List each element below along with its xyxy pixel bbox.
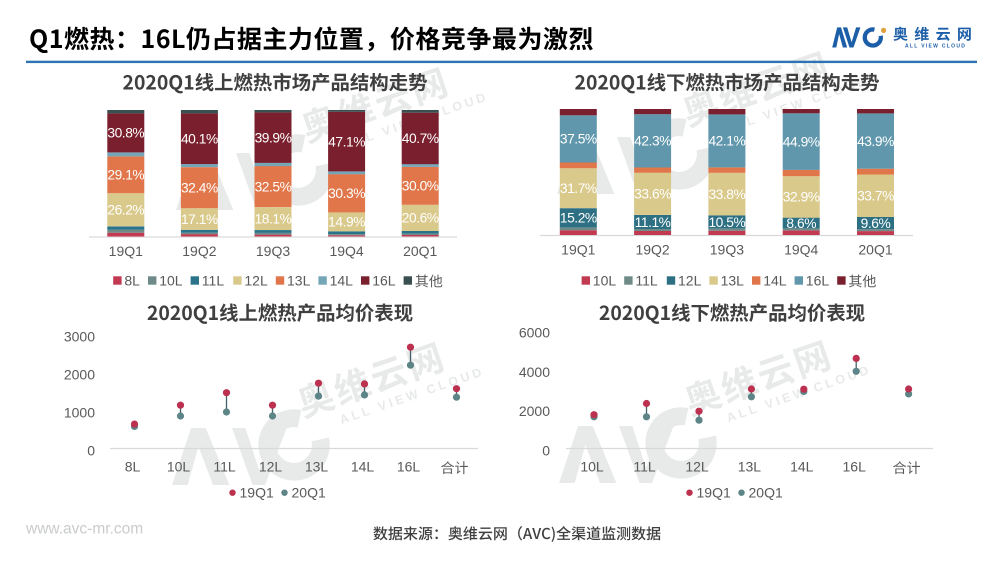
- svg-text:1000: 1000: [64, 404, 95, 420]
- svg-text:11L: 11L: [635, 272, 658, 288]
- svg-text:11L: 11L: [202, 272, 225, 288]
- svg-text:18.1%: 18.1%: [255, 211, 292, 226]
- svg-text:20Q1: 20Q1: [403, 243, 437, 259]
- svg-text:14L: 14L: [330, 272, 354, 288]
- svg-text:19Q4: 19Q4: [784, 242, 818, 258]
- svg-text:ALL VIEW CLOUD: ALL VIEW CLOUD: [905, 44, 966, 50]
- svg-text:33.6%: 33.6%: [634, 187, 671, 202]
- svg-text:8L: 8L: [124, 272, 140, 288]
- svg-text:13L: 13L: [305, 459, 329, 475]
- svg-text:2000: 2000: [519, 403, 550, 419]
- svg-text:11L: 11L: [213, 459, 236, 475]
- svg-text:8L: 8L: [125, 459, 141, 475]
- svg-text:16L: 16L: [806, 272, 830, 288]
- svg-text:11.1%: 11.1%: [635, 215, 671, 230]
- svg-text:16L: 16L: [843, 459, 867, 475]
- svg-text:31.7%: 31.7%: [560, 181, 597, 196]
- svg-text:10L: 10L: [159, 272, 183, 288]
- svg-text:13L: 13L: [721, 272, 745, 288]
- svg-text:37.5%: 37.5%: [560, 132, 597, 147]
- svg-text:6000: 6000: [519, 325, 550, 341]
- svg-text:14.9%: 14.9%: [328, 215, 365, 230]
- svg-text:14L: 14L: [351, 459, 375, 475]
- svg-text:43.9%: 43.9%: [857, 134, 894, 149]
- svg-text:2000: 2000: [64, 367, 95, 383]
- svg-text:19Q1: 19Q1: [697, 485, 731, 501]
- svg-text:11L: 11L: [633, 459, 656, 475]
- svg-text:0: 0: [87, 442, 95, 458]
- svg-text:14L: 14L: [790, 459, 814, 475]
- svg-text:19Q2: 19Q2: [182, 243, 216, 259]
- svg-text:19Q3: 19Q3: [256, 243, 290, 259]
- svg-text:29.1%: 29.1%: [107, 168, 144, 183]
- svg-text:14L: 14L: [763, 272, 787, 288]
- svg-text:44.9%: 44.9%: [783, 134, 820, 149]
- svg-text:26.2%: 26.2%: [107, 203, 144, 218]
- svg-text:10L: 10L: [593, 272, 617, 288]
- svg-text:32.5%: 32.5%: [255, 179, 292, 194]
- svg-text:20Q1: 20Q1: [858, 242, 892, 258]
- svg-text:www.avc-mr.com: www.avc-mr.com: [25, 521, 143, 538]
- svg-text:30.3%: 30.3%: [328, 186, 365, 201]
- svg-text:10L: 10L: [167, 459, 191, 475]
- svg-text:33.8%: 33.8%: [708, 187, 745, 202]
- svg-text:16L: 16L: [397, 459, 421, 475]
- svg-text:13L: 13L: [287, 272, 311, 288]
- svg-text:10.5%: 10.5%: [708, 215, 745, 230]
- svg-text:32.4%: 32.4%: [181, 181, 218, 196]
- svg-text:15.2%: 15.2%: [560, 211, 597, 226]
- svg-text:0: 0: [542, 442, 550, 458]
- svg-text:33.7%: 33.7%: [857, 189, 894, 204]
- svg-text:19Q1: 19Q1: [240, 485, 274, 501]
- svg-text:12L: 12L: [259, 459, 283, 475]
- svg-text:3000: 3000: [64, 329, 95, 345]
- svg-text:12L: 12L: [685, 459, 709, 475]
- svg-text:42.1%: 42.1%: [708, 134, 745, 149]
- svg-text:8.6%: 8.6%: [786, 216, 816, 231]
- svg-text:9.6%: 9.6%: [861, 216, 891, 231]
- svg-text:19Q2: 19Q2: [635, 242, 669, 258]
- svg-text:19Q1: 19Q1: [109, 243, 143, 259]
- svg-text:47.1%: 47.1%: [328, 134, 365, 149]
- svg-text:12L: 12L: [678, 272, 702, 288]
- svg-text:40.1%: 40.1%: [181, 132, 218, 147]
- svg-text:17.1%: 17.1%: [181, 212, 218, 227]
- svg-text:13L: 13L: [738, 459, 762, 475]
- svg-text:20Q1: 20Q1: [749, 485, 783, 501]
- svg-text:4000: 4000: [519, 364, 550, 380]
- svg-text:19Q3: 19Q3: [710, 242, 744, 258]
- svg-text:19Q1: 19Q1: [561, 242, 595, 258]
- svg-text:20Q1: 20Q1: [292, 485, 326, 501]
- svg-text:42.3%: 42.3%: [634, 134, 671, 149]
- svg-text:10L: 10L: [580, 459, 604, 475]
- svg-text:20.6%: 20.6%: [402, 211, 439, 226]
- svg-text:32.9%: 32.9%: [783, 190, 820, 205]
- svg-text:16L: 16L: [372, 272, 396, 288]
- svg-text:40.7%: 40.7%: [402, 131, 439, 146]
- svg-text:30.0%: 30.0%: [402, 179, 439, 194]
- svg-text:19Q4: 19Q4: [329, 243, 363, 259]
- svg-text:39.9%: 39.9%: [255, 130, 292, 145]
- svg-text:30.8%: 30.8%: [107, 126, 144, 141]
- svg-text:12L: 12L: [244, 272, 268, 288]
